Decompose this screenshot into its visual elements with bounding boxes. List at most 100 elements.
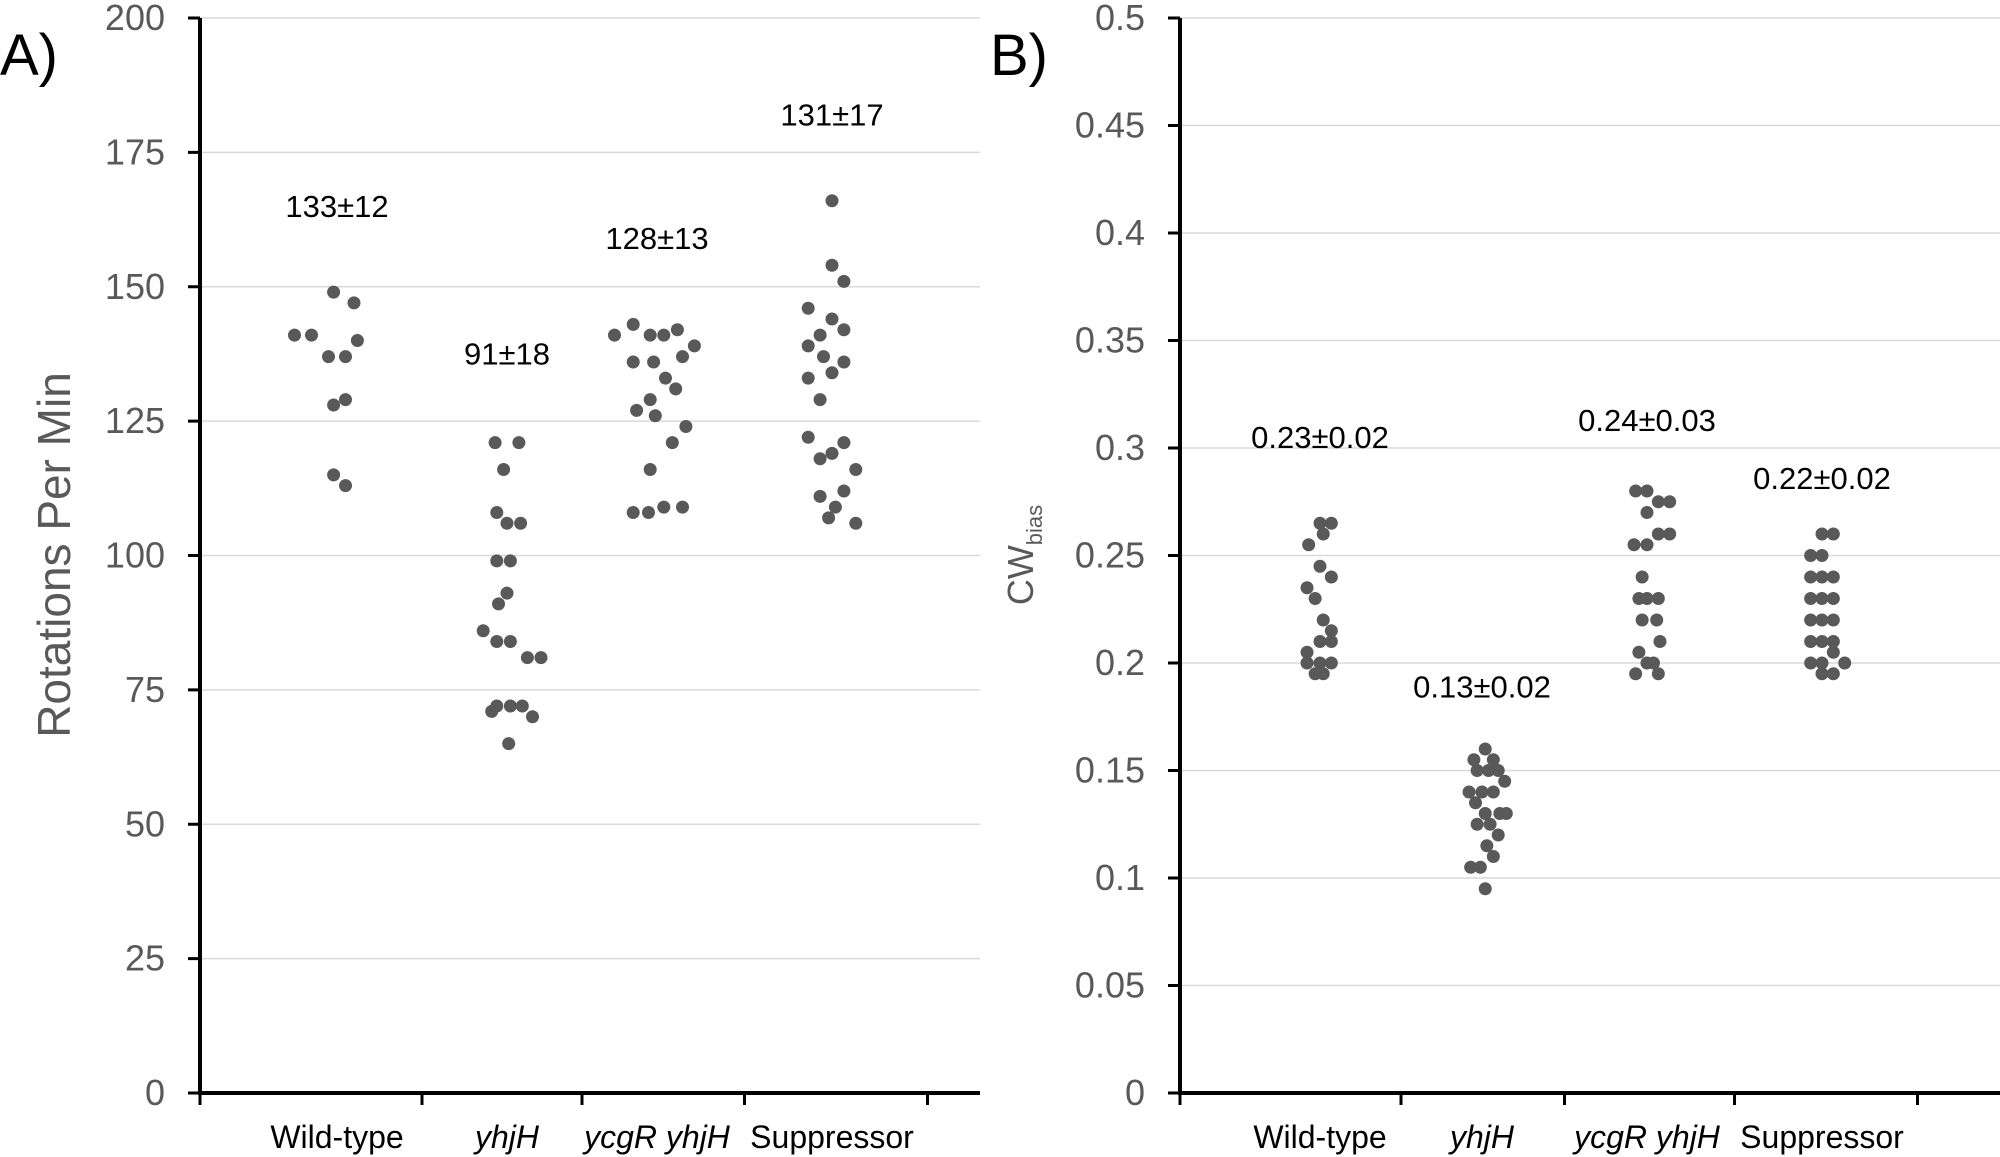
y-axis-label: Rotations Per Min (28, 372, 80, 738)
data-point (339, 393, 352, 407)
data-point (1815, 527, 1829, 541)
data-point (813, 393, 827, 407)
data-point (813, 452, 827, 466)
data-point (1486, 753, 1500, 767)
data-point (813, 489, 827, 503)
y-tick-label: 0 (1125, 1072, 1145, 1113)
data-point (327, 468, 341, 482)
data-point (642, 506, 655, 519)
data-point (849, 516, 863, 530)
data-point (1650, 613, 1664, 627)
data-point (630, 403, 644, 417)
data-point (1486, 850, 1500, 863)
data-point (608, 328, 621, 342)
data-point (626, 355, 640, 369)
data-point (825, 312, 839, 326)
data-point (670, 323, 684, 337)
data-point (1316, 667, 1330, 681)
panel-label: B) (990, 23, 1048, 88)
series-yhjh (1462, 742, 1513, 896)
data-point (485, 704, 499, 718)
data-point (657, 328, 671, 342)
data-point (659, 371, 672, 385)
data-point (322, 350, 335, 364)
series-suppressor (801, 194, 863, 530)
data-point (500, 516, 514, 530)
x-tick-label: yhjH (1448, 1119, 1515, 1155)
data-point (1640, 484, 1654, 498)
y-tick-label: 0.15 (1075, 750, 1145, 791)
data-point (1826, 635, 1840, 648)
series-ycgr-yhjh (1627, 484, 1677, 681)
y-tick-label: 0.5 (1095, 0, 1145, 38)
data-point (1316, 613, 1330, 627)
data-point (514, 516, 528, 530)
data-point (1313, 559, 1327, 573)
data-point (1324, 516, 1338, 530)
data-point (626, 317, 640, 331)
data-point (1815, 570, 1829, 584)
data-point (676, 350, 689, 364)
data-point (526, 710, 539, 724)
x-tick-label: ycgR yhjH (582, 1119, 731, 1155)
data-point (849, 463, 863, 476)
data-point (825, 366, 839, 380)
y-tick-label: 0.2 (1095, 642, 1145, 683)
data-point (1475, 785, 1489, 799)
data-point (1826, 667, 1840, 681)
data-point (1651, 495, 1665, 509)
data-point (1498, 774, 1512, 788)
data-point (327, 398, 341, 412)
y-tick-label: 200 (105, 0, 165, 38)
data-point (497, 463, 511, 476)
data-point (822, 511, 836, 525)
data-point (1300, 656, 1314, 670)
data-point (502, 737, 516, 751)
mean-sd-annotation: 0.23±0.02 (1251, 420, 1389, 455)
x-tick-label: Wild-type (1253, 1119, 1386, 1155)
series-ycgr-yhjh (608, 317, 701, 519)
y-tick-label: 0.4 (1095, 212, 1145, 253)
data-point (1478, 742, 1492, 756)
data-point (643, 328, 657, 342)
y-tick-label: 0.05 (1075, 965, 1145, 1006)
data-point (665, 436, 679, 450)
data-point (837, 323, 851, 337)
data-point (1324, 635, 1338, 648)
data-point (1804, 635, 1818, 648)
data-point (1627, 538, 1641, 552)
data-point (817, 350, 830, 364)
data-point (1491, 764, 1505, 777)
data-point (801, 301, 815, 315)
x-tick-label: Suppressor (750, 1119, 914, 1155)
y-tick-label: 125 (105, 400, 165, 441)
data-point (488, 436, 502, 450)
data-point (490, 635, 504, 648)
mean-sd-annotation: 0.24±0.03 (1578, 403, 1716, 438)
data-point (1651, 527, 1665, 541)
data-point (1804, 656, 1818, 670)
data-point (825, 446, 839, 460)
data-point (1467, 753, 1481, 767)
y-tick-label: 50 (125, 803, 165, 844)
y-tick-label: 175 (105, 131, 165, 172)
data-point (801, 339, 815, 353)
series-wild-type (1300, 516, 1338, 681)
data-point (825, 194, 839, 208)
data-point (1473, 860, 1487, 874)
mean-sd-annotation: 131±17 (780, 98, 883, 133)
y-tick-label: 100 (105, 535, 165, 576)
data-point (339, 350, 352, 364)
data-point (1663, 495, 1677, 509)
data-point (1316, 527, 1330, 541)
data-point (1313, 635, 1327, 648)
data-point (1483, 817, 1497, 831)
data-point (1815, 635, 1829, 648)
data-point (1300, 645, 1314, 659)
data-point (1462, 785, 1476, 799)
chart-panel-b: 0 0.05 0.1 0.15 0.2 0.25 0.3 0.35 0.4 0.45 0.5 Wild… (990, 0, 2000, 1155)
data-point (648, 409, 662, 423)
mean-sd-annotation: 128±13 (605, 221, 708, 256)
data-point (1640, 538, 1654, 552)
data-point (476, 624, 490, 638)
